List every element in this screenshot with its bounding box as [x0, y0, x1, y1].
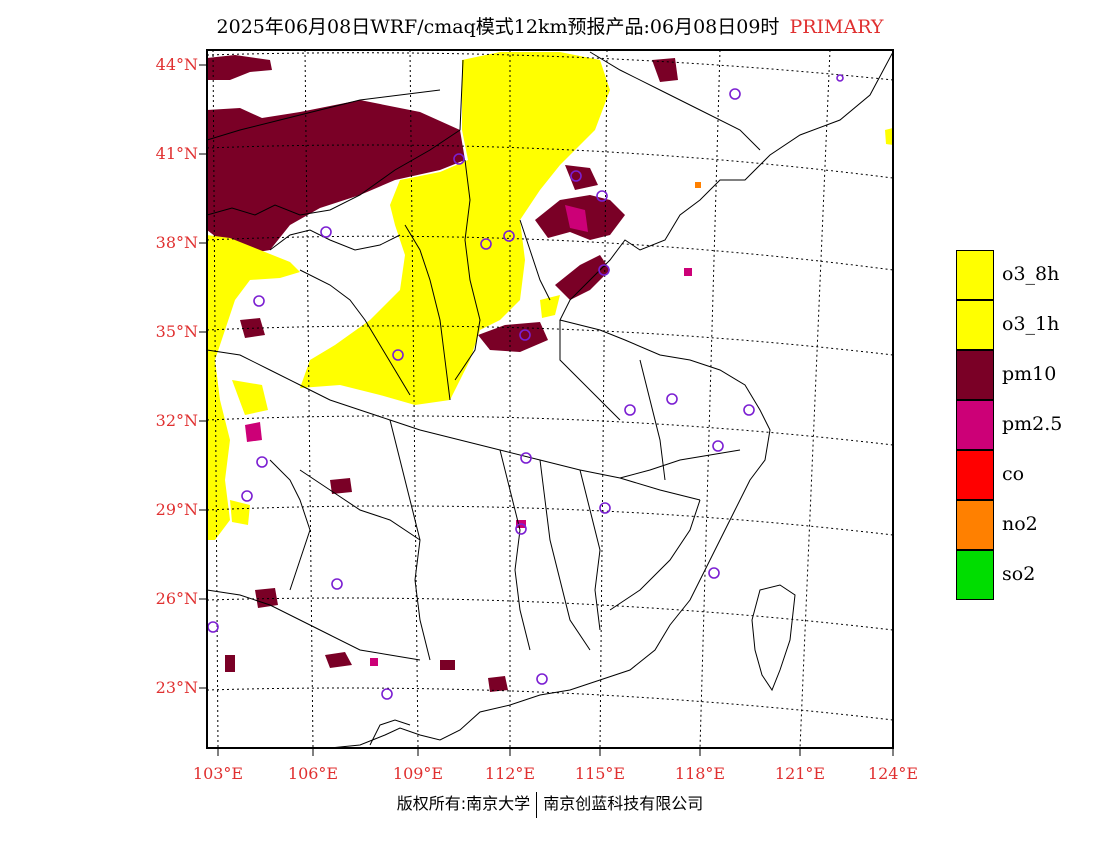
legend-swatch	[956, 300, 994, 350]
legend-swatch	[956, 250, 994, 300]
lon-label: 112°E	[484, 764, 536, 783]
title-tag: PRIMARY	[789, 16, 884, 38]
lat-label: 32°N	[155, 411, 198, 430]
legend-swatch	[956, 400, 994, 450]
legend-label: no2	[1002, 513, 1038, 535]
graticule	[207, 50, 893, 748]
lon-label: 121°E	[774, 764, 826, 783]
lat-label: 41°N	[155, 144, 198, 163]
lat-label: 29°N	[155, 500, 198, 519]
pm10-region	[207, 55, 678, 692]
legend-swatch	[956, 450, 994, 500]
lon-label: 106°E	[287, 764, 339, 783]
legend-swatch	[956, 350, 994, 400]
legend-label: pm2.5	[1002, 413, 1063, 435]
boundaries	[207, 51, 893, 748]
lon-label: 103°E	[192, 764, 244, 783]
copyright-right: 南京创蓝科技有限公司	[543, 794, 704, 813]
legend-label: o3_1h	[1002, 313, 1060, 335]
title-text: 2025年06月08日WRF/cmaq模式12km预报产品:06月08日09时	[216, 16, 780, 38]
lat-label: 44°N	[155, 55, 198, 74]
o3-region	[207, 52, 893, 540]
legend-swatch	[956, 500, 994, 550]
tick-marks	[199, 64, 894, 756]
copyright-left: 版权所有:南京大学	[396, 794, 531, 813]
legend-label: co	[1002, 463, 1025, 485]
lon-label: 109°E	[392, 764, 444, 783]
page-title: 2025年06月08日WRF/cmaq模式12km预报产品:06月08日09时 P…	[0, 12, 1100, 39]
lon-label: 115°E	[574, 764, 626, 783]
legend-swatch	[956, 550, 994, 600]
legend-label: pm10	[1002, 363, 1057, 385]
lat-label: 26°N	[155, 589, 198, 608]
lon-label: 124°E	[867, 764, 919, 783]
copyright: 版权所有:南京大学 南京创蓝科技有限公司	[0, 790, 1100, 818]
lat-label: 35°N	[155, 322, 198, 341]
lon-label: 118°E	[674, 764, 726, 783]
map-frame	[206, 49, 894, 749]
legend-label: o3_8h	[1002, 263, 1060, 285]
no2-spot	[695, 182, 701, 188]
copyright-divider	[536, 791, 538, 818]
legend-label: so2	[1002, 563, 1036, 585]
lat-label: 38°N	[155, 233, 198, 252]
lat-label: 23°N	[155, 678, 198, 697]
